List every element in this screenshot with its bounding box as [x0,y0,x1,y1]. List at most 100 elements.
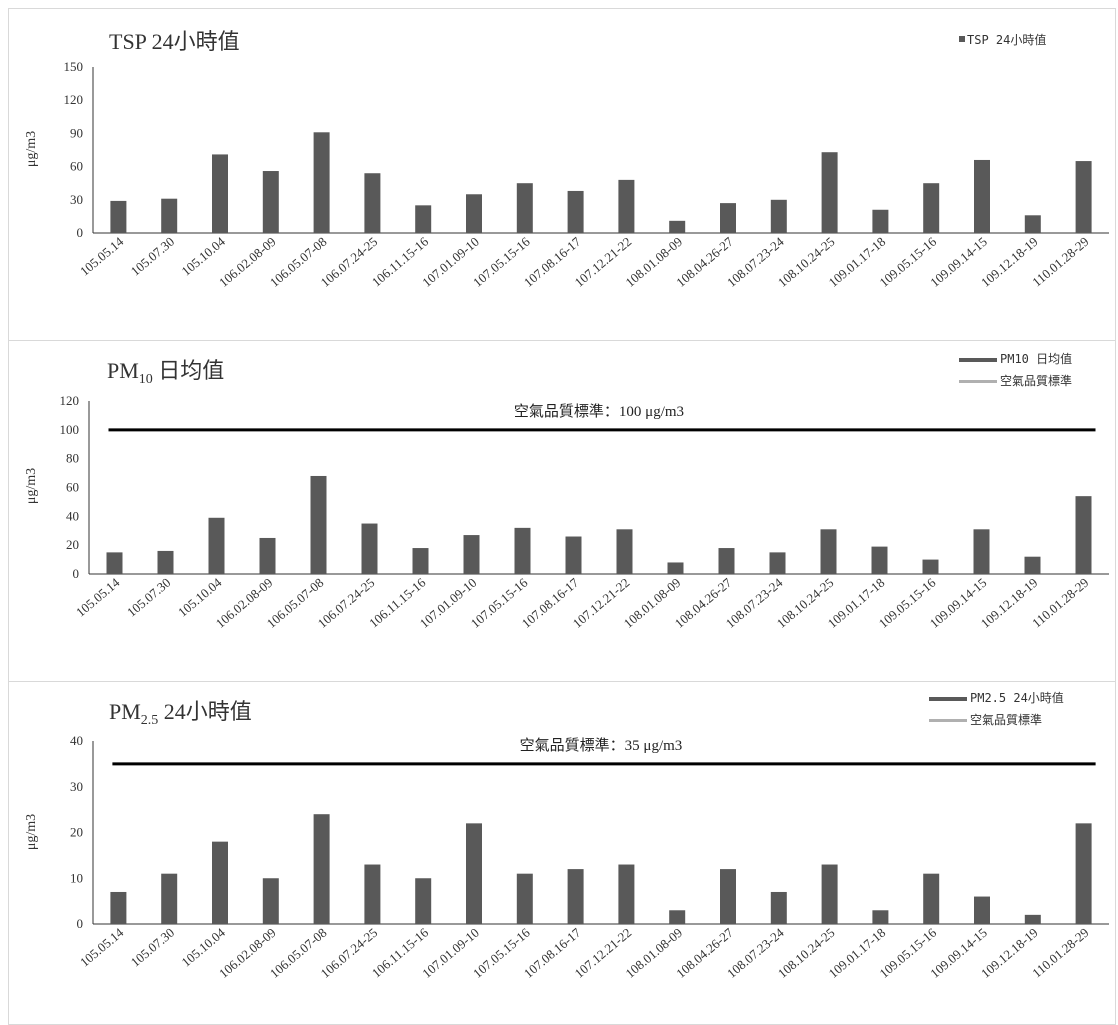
bar [212,841,228,924]
bar [310,475,327,574]
y-axis-label: μg/m3 [24,131,39,167]
bar [923,183,940,233]
bar [821,152,838,233]
bar [770,199,787,233]
y-tick-label: 0 [77,225,84,240]
bar [161,198,178,233]
y-tick-label: 80 [66,451,79,466]
x-tick-label: 105.10.04 [178,233,228,278]
title-main: PM [107,358,139,383]
bar [110,891,127,924]
bar [262,171,279,233]
y-tick-label: 30 [70,192,83,207]
y-tick-label: 120 [64,92,84,107]
title-subscript: 2.5 [141,713,159,728]
bar [1075,496,1092,574]
pm10-chart: PM10 日均值 PM10 日均值空氣品質標準μg/m30204060801001… [24,351,1109,631]
bar [923,873,940,924]
title-subscript: 10 [139,372,153,387]
bar [466,823,482,924]
y-tick-label: 40 [66,508,79,523]
y-tick-label: 30 [70,779,83,794]
legend-swatch-bar [959,358,997,362]
bar [157,550,174,574]
title-rest: 日均值 [153,358,225,383]
bar [820,529,837,574]
bar [567,190,584,233]
y-tick-label: 150 [64,59,84,74]
bar [973,529,990,574]
bar [463,535,480,574]
bar [361,523,378,574]
tsp-chart: TSP 24小時值 TSP 24小時值 μg/m3 0 30 60 90 120 150 105.… [24,29,1109,290]
bar [415,878,432,924]
chart-title: PM10 日均值 [107,358,224,387]
legend-swatch-standard [929,719,967,722]
legend-label-bar: PM2.5 24小時值 [970,690,1064,705]
x-tick-label: 105.07.30 [128,925,177,970]
bar [567,869,584,924]
x-tick-label: 110.01.28-29 [1029,575,1091,631]
y-tick-label: 0 [73,566,80,581]
legend-swatch-standard [959,380,997,383]
bar [667,562,684,574]
legend-label-standard: 空氣品質標準 [1000,373,1072,388]
y-axis-label: μg/m3 [24,814,39,850]
legend-swatch-bar [929,697,967,701]
x-tick-label: 105.10.04 [178,924,228,969]
bar [1024,215,1041,233]
bar [669,910,686,924]
bar [364,864,381,924]
bar [466,194,482,233]
x-tick-label: 105.07.30 [124,575,173,620]
bar [616,529,633,574]
y-tick-label: 60 [66,480,79,495]
bar [718,548,735,574]
bar [1024,556,1041,574]
chart-title: TSP 24小時值 [109,29,240,54]
bar [821,864,838,924]
bar [720,869,736,924]
bar [313,814,330,924]
bar [618,179,635,233]
y-tick-label: 120 [60,393,80,408]
bar [364,173,381,233]
bar [922,559,939,574]
legend-swatch-bar [959,36,965,42]
bar [872,209,889,233]
bar [618,864,635,924]
bar [974,896,990,924]
bar [516,873,533,924]
bar [106,552,123,574]
bar [769,552,786,574]
y-tick-label: 100 [60,422,80,437]
legend-label-bar: PM10 日均值 [1000,351,1072,366]
bar [565,536,582,574]
bar [974,159,990,233]
x-tick-label: 110.01.28-29 [1029,234,1091,290]
title-main: PM [109,699,141,724]
y-axis-label: μg/m3 [24,468,39,504]
legend-label-standard: 空氣品質標準 [970,712,1042,727]
pm25-chart-panel: PM2.5 24小時值 PM2.5 24小時值 空氣品質標準 μg/m3 0 10 20 30… [8,681,1116,1025]
y-tick-label: 20 [66,537,79,552]
bar [110,200,127,233]
standard-label: 空氣品質標準：35 μg/m3 [520,736,683,754]
y-tick-label: 10 [70,870,83,885]
y-tick-label: 0 [77,916,84,931]
bar [872,910,889,924]
bar [1075,161,1092,233]
bar [262,878,279,924]
bar [1075,823,1092,924]
pm10-chart-panel: PM10 日均值 PM10 日均值 空氣品質標準 μg/m3 0 20 40 60 80 100 1… [8,340,1116,683]
bar [871,546,888,574]
x-tick-label: 105.05.14 [73,574,123,619]
x-tick-label: 105.10.04 [175,574,225,619]
bar [415,205,432,233]
bar [161,873,178,924]
bar [669,220,686,233]
bar [770,891,787,924]
y-tick-label: 20 [70,825,83,840]
bar [208,517,225,574]
